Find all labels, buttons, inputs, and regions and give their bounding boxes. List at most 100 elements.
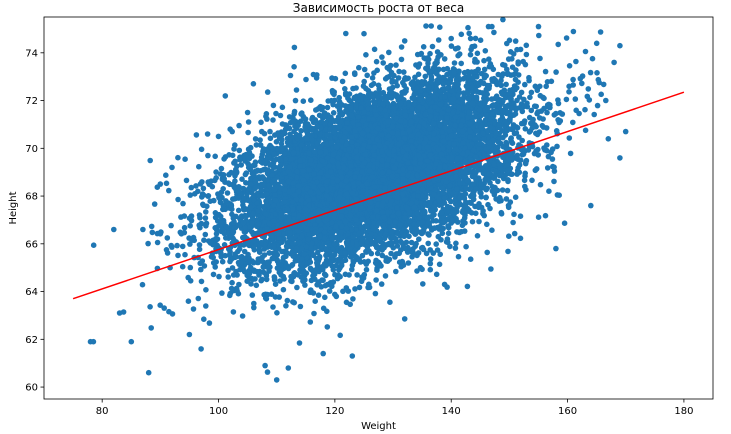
scatter-point — [337, 332, 344, 339]
scatter-point — [555, 100, 562, 107]
scatter-point — [402, 245, 409, 252]
scatter-point — [573, 58, 579, 65]
scatter-point — [245, 119, 252, 125]
scatter-point — [500, 17, 506, 23]
scatter-point — [148, 223, 155, 230]
scatter-point — [451, 60, 458, 66]
scatter-point — [549, 156, 556, 162]
scatter-point — [298, 128, 304, 134]
scatter-point — [467, 256, 474, 263]
scatter-point — [460, 218, 466, 224]
scatter-point — [267, 135, 274, 142]
scatter-point — [203, 303, 209, 309]
scatter-point — [498, 82, 505, 89]
scatter-point — [427, 256, 434, 262]
scatter-point — [314, 282, 320, 288]
scatter-point — [308, 97, 314, 103]
scatter-point — [398, 44, 405, 50]
scatter-point — [187, 278, 194, 284]
scatter-point — [168, 222, 174, 229]
scatter-point — [388, 250, 394, 257]
scatter-point — [416, 61, 423, 67]
scatter-point — [434, 49, 441, 55]
scatter-point — [315, 292, 322, 299]
scatter-point — [361, 78, 368, 85]
scatter-point — [201, 263, 208, 269]
scatter-point — [139, 281, 146, 288]
scatter-point — [541, 95, 547, 102]
scatter-point — [198, 146, 205, 153]
scatter-point — [231, 146, 237, 152]
scatter-point — [235, 207, 242, 214]
scatter-point — [373, 277, 379, 283]
scatter-point — [197, 260, 203, 267]
scatter-point — [515, 59, 521, 65]
scatter-point — [467, 51, 474, 58]
scatter-point — [379, 54, 385, 60]
scatter-point — [527, 94, 533, 101]
scatter-point — [427, 260, 434, 267]
scatter-point — [445, 230, 452, 237]
scatter-point — [526, 74, 532, 81]
scatter-point — [147, 157, 153, 164]
scatter-point — [264, 369, 271, 375]
scatter-point — [542, 68, 549, 75]
scatter-point — [361, 259, 368, 265]
scatter-point — [187, 241, 193, 247]
scatter-point — [182, 251, 188, 258]
scatter-point — [222, 252, 228, 259]
scatter-point — [283, 303, 289, 309]
scatter-point — [161, 305, 167, 311]
scatter-point — [154, 239, 161, 246]
scatter-point — [469, 218, 476, 225]
scatter-point — [198, 266, 204, 273]
scatter-point — [186, 235, 192, 241]
scatter-point — [249, 292, 256, 298]
scatter-point — [506, 233, 512, 239]
scatter-point — [196, 242, 203, 248]
scatter-point — [375, 82, 382, 89]
scatter-point — [486, 85, 492, 92]
scatter-point — [423, 23, 429, 29]
scatter-point — [270, 117, 276, 123]
scatter-point — [252, 136, 259, 142]
scatter-point — [403, 239, 410, 246]
scatter-point — [522, 61, 529, 68]
scatter-point — [196, 246, 203, 253]
scatter-point — [294, 284, 300, 291]
scatter-point — [179, 243, 186, 250]
scatter-point — [525, 147, 532, 153]
scatter-point — [420, 44, 427, 50]
scatter-point — [200, 185, 207, 192]
scatter-point — [398, 56, 405, 63]
scatter-point — [203, 287, 209, 293]
scatter-point — [573, 107, 579, 114]
points-layer — [87, 17, 629, 383]
scatter-point — [227, 292, 233, 299]
scatter-point — [223, 235, 229, 241]
scatter-point — [463, 243, 469, 250]
scatter-point — [535, 214, 542, 220]
scatter-point — [236, 281, 242, 288]
scatter-point — [280, 286, 287, 293]
scatter-point — [466, 30, 473, 37]
scatter-point — [582, 48, 589, 55]
scatter-point — [441, 56, 448, 62]
scatter-point — [422, 73, 429, 80]
scatter-point — [554, 143, 560, 150]
scatter-point — [585, 86, 592, 92]
scatter-point — [488, 266, 494, 272]
scatter-point — [448, 43, 455, 49]
scatter-point — [511, 230, 518, 237]
scatter-point — [364, 72, 371, 79]
scatter-point — [206, 181, 212, 188]
scatter-point — [201, 316, 207, 323]
scatter-point — [437, 251, 444, 258]
scatter-point — [251, 304, 257, 311]
scatter-point — [503, 81, 509, 88]
scatter-point — [481, 66, 488, 73]
scatter-point — [465, 24, 471, 31]
scatter-point — [481, 57, 487, 64]
scatter-point — [528, 89, 535, 96]
